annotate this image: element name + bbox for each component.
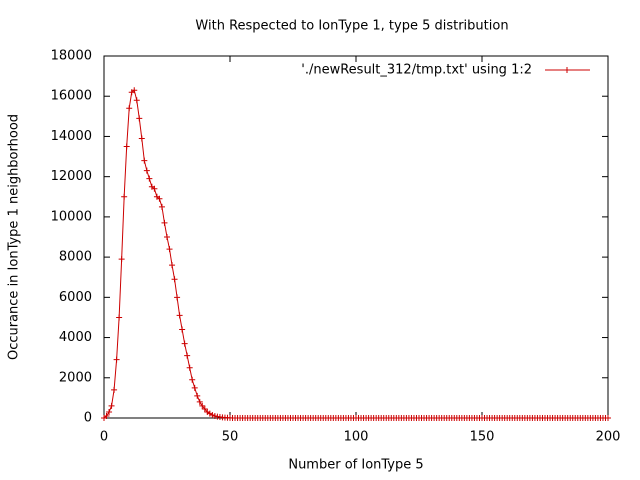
y-tick-label: 12000	[51, 169, 92, 184]
point	[161, 219, 168, 226]
legend-label: './newResult_312/tmp.txt' using 1:2	[301, 63, 532, 78]
x-axis-label: Number of IonType 5	[288, 458, 423, 473]
x-tick-label: 100	[344, 430, 369, 445]
point	[181, 340, 188, 347]
point	[201, 405, 208, 412]
point	[171, 276, 178, 283]
point	[138, 135, 145, 142]
x-tick-label: 50	[222, 430, 239, 445]
point	[211, 412, 218, 419]
y-tick-label: 16000	[51, 89, 92, 104]
point	[116, 314, 123, 321]
y-tick-label: 6000	[59, 290, 92, 305]
y-tick-label: 14000	[51, 129, 92, 144]
point	[143, 167, 150, 174]
point	[605, 415, 611, 421]
x-tick-label: 150	[470, 430, 495, 445]
point	[126, 105, 133, 112]
point	[146, 175, 153, 182]
y-tick-label: 4000	[59, 330, 92, 345]
point	[184, 352, 191, 359]
point	[103, 412, 110, 419]
point	[176, 312, 183, 319]
point	[151, 185, 158, 192]
point	[106, 408, 113, 415]
point	[113, 356, 120, 363]
point	[158, 203, 165, 210]
point	[206, 410, 213, 417]
point	[164, 234, 170, 240]
point	[108, 402, 115, 409]
point	[166, 246, 173, 253]
chart-title: With Respected to IonType 1, type 5 dist…	[195, 19, 508, 34]
point	[169, 262, 176, 269]
point	[121, 193, 128, 200]
y-tick-label: 18000	[51, 49, 92, 64]
point	[209, 411, 216, 418]
point	[156, 195, 163, 202]
y-tick-label: 2000	[59, 370, 92, 385]
point	[186, 364, 193, 371]
point	[199, 402, 206, 409]
point	[179, 326, 186, 333]
point	[111, 386, 118, 393]
x-tick-label: 200	[596, 430, 621, 445]
point	[191, 384, 198, 391]
point	[189, 376, 196, 383]
point	[133, 97, 140, 104]
point	[174, 294, 181, 301]
y-tick-label: 10000	[51, 209, 92, 224]
point	[118, 256, 125, 263]
point	[136, 115, 143, 122]
x-tick-label: 0	[100, 430, 108, 445]
y-tick-label: 8000	[59, 250, 92, 265]
y-tick-label: 0	[84, 411, 92, 426]
point	[131, 87, 138, 94]
point	[123, 143, 130, 150]
y-axis-label: Occurance in IonType 1 neighborhood	[7, 114, 22, 360]
legend-marker	[564, 67, 570, 73]
point	[194, 392, 201, 399]
point	[196, 398, 203, 405]
point	[141, 157, 148, 164]
